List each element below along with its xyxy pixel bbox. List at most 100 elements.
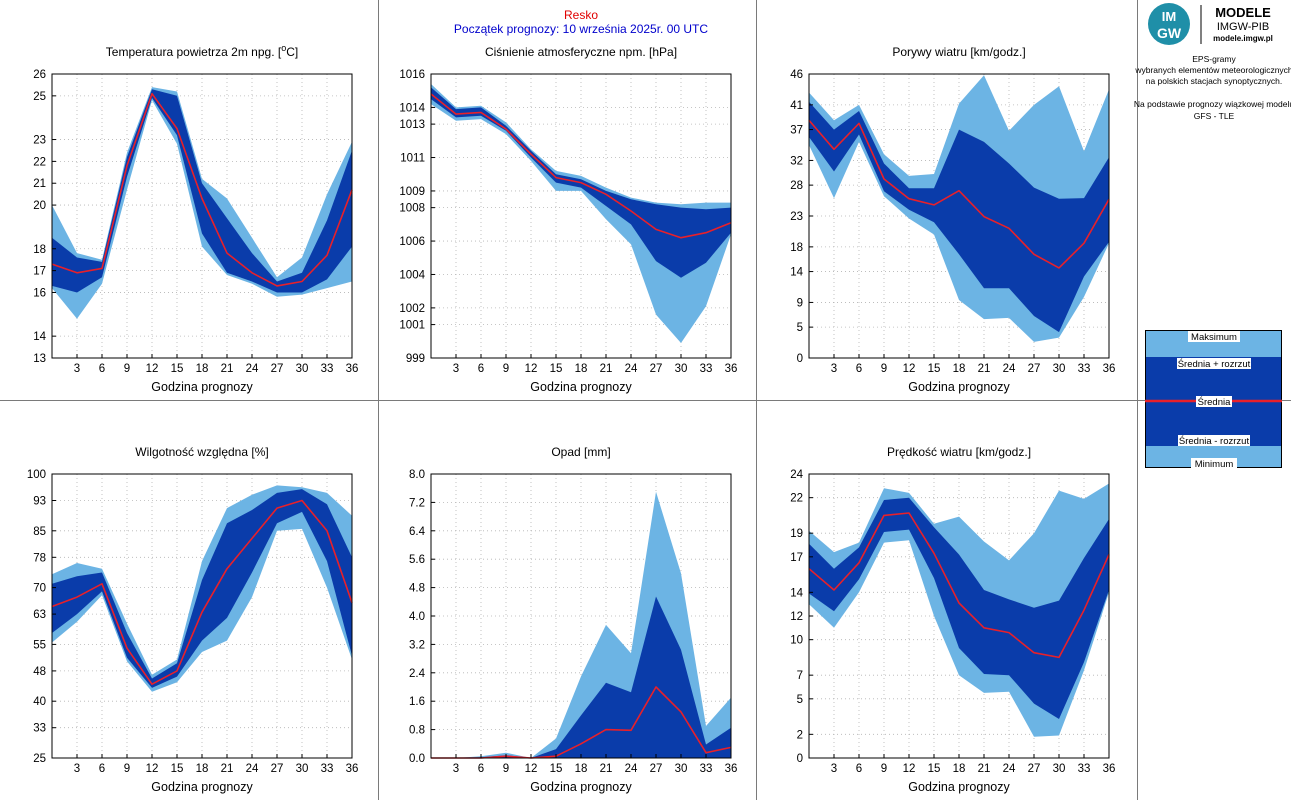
- description-line-1: EPS-gramy: [1192, 54, 1236, 64]
- y-tick-label: 24: [790, 469, 803, 481]
- x-tick-label: 15: [928, 363, 941, 375]
- x-tick-label: 9: [503, 763, 509, 775]
- x-tick-label: 27: [271, 763, 284, 775]
- y-tick-label: 1013: [399, 119, 425, 131]
- y-tick-label: 55: [33, 639, 46, 651]
- spread-band: [52, 89, 352, 293]
- x-tick-label: 6: [478, 763, 484, 775]
- y-tick-label: 1008: [399, 203, 425, 215]
- y-tick-label: 46: [790, 69, 803, 81]
- y-tick-label: 0: [797, 353, 803, 365]
- model-description: EPS-gramy wybranych elementów meteorolog…: [1134, 54, 1291, 121]
- x-axis-title: Godzina prognozy: [151, 380, 253, 394]
- y-tick-label: 1006: [399, 236, 425, 248]
- title-text: Temperatura powietrza 2m npg. [: [106, 45, 282, 59]
- y-tick-label: 18: [33, 244, 46, 256]
- y-tick-label: 23: [790, 211, 803, 223]
- chart-wind-gusts: Porywy wiatru [km/godz.]3 6 9 12 15 18 21 24 27 3…: [790, 45, 1115, 394]
- y-tick-label: 25: [33, 91, 46, 103]
- y-tick-label: 4.0: [409, 611, 425, 623]
- y-tick-label: 8.0: [409, 469, 425, 481]
- y-tick-label: 7.2: [409, 497, 425, 509]
- x-tick-label: 36: [725, 363, 738, 375]
- y-tick-label: 17: [33, 266, 46, 278]
- x-tick-label: 6: [478, 363, 484, 375]
- y-tick-label: 17: [790, 552, 803, 564]
- y-tick-label: 2.4: [409, 668, 426, 680]
- y-tick-label: 19: [790, 528, 803, 540]
- x-tick-label: 18: [953, 763, 966, 775]
- x-tick-label: 33: [321, 363, 334, 375]
- chart-title: Ciśnienie atmosferyczne npm. [hPa]: [485, 45, 677, 59]
- y-tick-label: 85: [33, 526, 46, 538]
- x-tick-label: 12: [525, 363, 538, 375]
- logo-badge: [1148, 3, 1190, 45]
- x-tick-label: 30: [1053, 363, 1066, 375]
- x-tick-label: 33: [1078, 363, 1091, 375]
- x-tick-label: 15: [928, 763, 941, 775]
- y-tick-label: 63: [33, 609, 46, 621]
- y-tick-label: 0: [797, 753, 803, 765]
- x-tick-label: 9: [124, 763, 130, 775]
- logo-name: MODELE: [1215, 5, 1271, 20]
- y-tick-label: 22: [790, 493, 803, 505]
- x-tick-label: 27: [650, 363, 663, 375]
- title-superscript: o: [281, 43, 286, 53]
- legend-max-label: Maksimum: [1191, 332, 1237, 343]
- x-tick-label: 12: [903, 363, 916, 375]
- y-tick-label: 20: [33, 200, 46, 212]
- legend-mean-plus-label: Średnia + rozrzut: [1178, 358, 1251, 370]
- x-tick-label: 30: [675, 363, 688, 375]
- x-tick-label: 18: [196, 763, 209, 775]
- y-tick-label: 93: [33, 496, 46, 508]
- chart-wind-speed: Prędkość wiatru [km/godz.]3 6 9 12 15 18 21 24 2…: [790, 445, 1115, 794]
- x-tick-label: 30: [675, 763, 688, 775]
- y-tick-label: 1011: [400, 153, 425, 165]
- y-tick-label: 100: [27, 469, 46, 481]
- x-tick-label: 3: [74, 363, 80, 375]
- y-tick-label: 6.4: [409, 526, 426, 538]
- y-tick-label: 9: [797, 297, 803, 309]
- x-tick-label: 12: [903, 763, 916, 775]
- x-tick-label: 36: [1103, 363, 1116, 375]
- spread-band: [809, 101, 1109, 333]
- y-tick-label: 70: [33, 583, 46, 595]
- x-tick-label: 12: [146, 363, 159, 375]
- y-tick-label: 14: [790, 587, 803, 599]
- x-tick-label: 33: [700, 763, 713, 775]
- y-tick-label: 10: [790, 635, 803, 647]
- x-axis-title: Godzina prognozy: [151, 780, 253, 794]
- x-tick-label: 6: [99, 763, 105, 775]
- logo-url: modele.imgw.pl: [1213, 34, 1273, 43]
- y-tick-label: 22: [33, 156, 46, 168]
- x-tick-label: 24: [625, 763, 638, 775]
- y-tick-label: 25: [33, 753, 46, 765]
- y-tick-label: 41: [790, 100, 803, 112]
- title-unit: C]: [286, 45, 298, 59]
- y-tick-label: 7: [797, 670, 803, 682]
- x-tick-label: 24: [246, 763, 259, 775]
- x-tick-label: 6: [856, 363, 862, 375]
- x-tick-label: 21: [221, 363, 234, 375]
- chart-temperature: Temperatura powietrza 2m npg. [oC]3 6 9 12 1…: [33, 43, 358, 394]
- mean-line: [51, 92, 353, 287]
- x-tick-label: 33: [1078, 763, 1091, 775]
- x-tick-label: 24: [625, 363, 638, 375]
- y-tick-label: 14: [33, 331, 46, 343]
- x-tick-label: 6: [99, 363, 105, 375]
- y-tick-label: 0.0: [409, 753, 425, 765]
- mean-line: [808, 119, 1110, 269]
- y-tick-label: 18: [790, 242, 803, 254]
- x-tick-label: 12: [146, 763, 159, 775]
- mean-line: [808, 512, 1110, 659]
- chart-title: Prędkość wiatru [km/godz.]: [887, 445, 1031, 459]
- chart-title: Porywy wiatru [km/godz.]: [892, 45, 1025, 59]
- logo-badge-bottom: GW: [1157, 25, 1182, 41]
- x-tick-label: 18: [953, 363, 966, 375]
- y-tick-label: 16: [33, 287, 46, 299]
- legend: Maksimum Średnia + rozrzut Średnia Średn…: [1145, 330, 1282, 470]
- y-tick-label: 21: [33, 178, 46, 190]
- description-line-3: na polskich stacjach synoptycznych.: [1146, 76, 1283, 86]
- legend-min-label: Minimum: [1195, 459, 1234, 470]
